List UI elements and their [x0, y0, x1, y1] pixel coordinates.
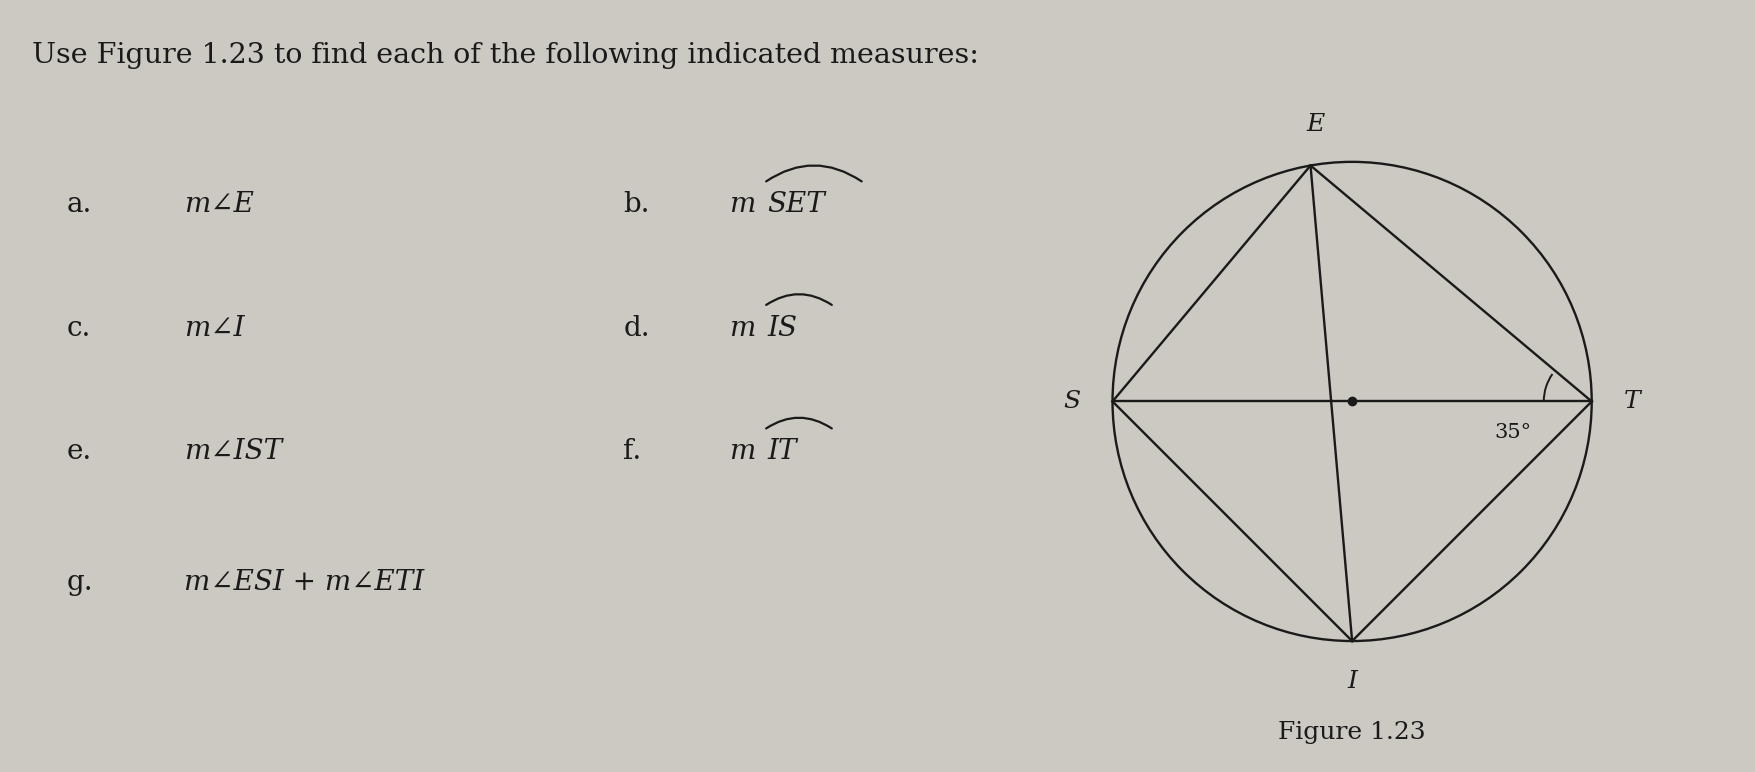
- Text: b.: b.: [623, 191, 649, 218]
- Text: E: E: [1306, 113, 1323, 137]
- Text: d.: d.: [623, 315, 649, 341]
- Text: c.: c.: [67, 315, 91, 341]
- Text: m: m: [728, 438, 755, 465]
- Text: IS: IS: [767, 315, 797, 341]
- Text: T: T: [1623, 390, 1639, 413]
- Text: I: I: [1346, 670, 1357, 693]
- Text: a.: a.: [67, 191, 91, 218]
- Text: IT: IT: [767, 438, 797, 465]
- Text: e.: e.: [67, 438, 91, 465]
- Text: g.: g.: [67, 570, 93, 596]
- Text: 35°: 35°: [1494, 423, 1530, 442]
- Text: m∠E: m∠E: [184, 191, 254, 218]
- Text: m: m: [728, 191, 755, 218]
- Text: m∠I: m∠I: [184, 315, 246, 341]
- FancyArrowPatch shape: [765, 418, 832, 428]
- Text: m∠IST: m∠IST: [184, 438, 283, 465]
- Text: m∠ESI + m∠ETI: m∠ESI + m∠ETI: [184, 570, 425, 596]
- Text: SET: SET: [767, 191, 825, 218]
- Text: m: m: [728, 315, 755, 341]
- Text: Use Figure 1.23 to find each of the following indicated measures:: Use Figure 1.23 to find each of the foll…: [32, 42, 978, 69]
- Text: Figure 1.23: Figure 1.23: [1278, 720, 1425, 743]
- FancyArrowPatch shape: [765, 165, 862, 181]
- FancyArrowPatch shape: [765, 294, 832, 305]
- Text: S: S: [1062, 390, 1079, 413]
- Text: f.: f.: [623, 438, 641, 465]
